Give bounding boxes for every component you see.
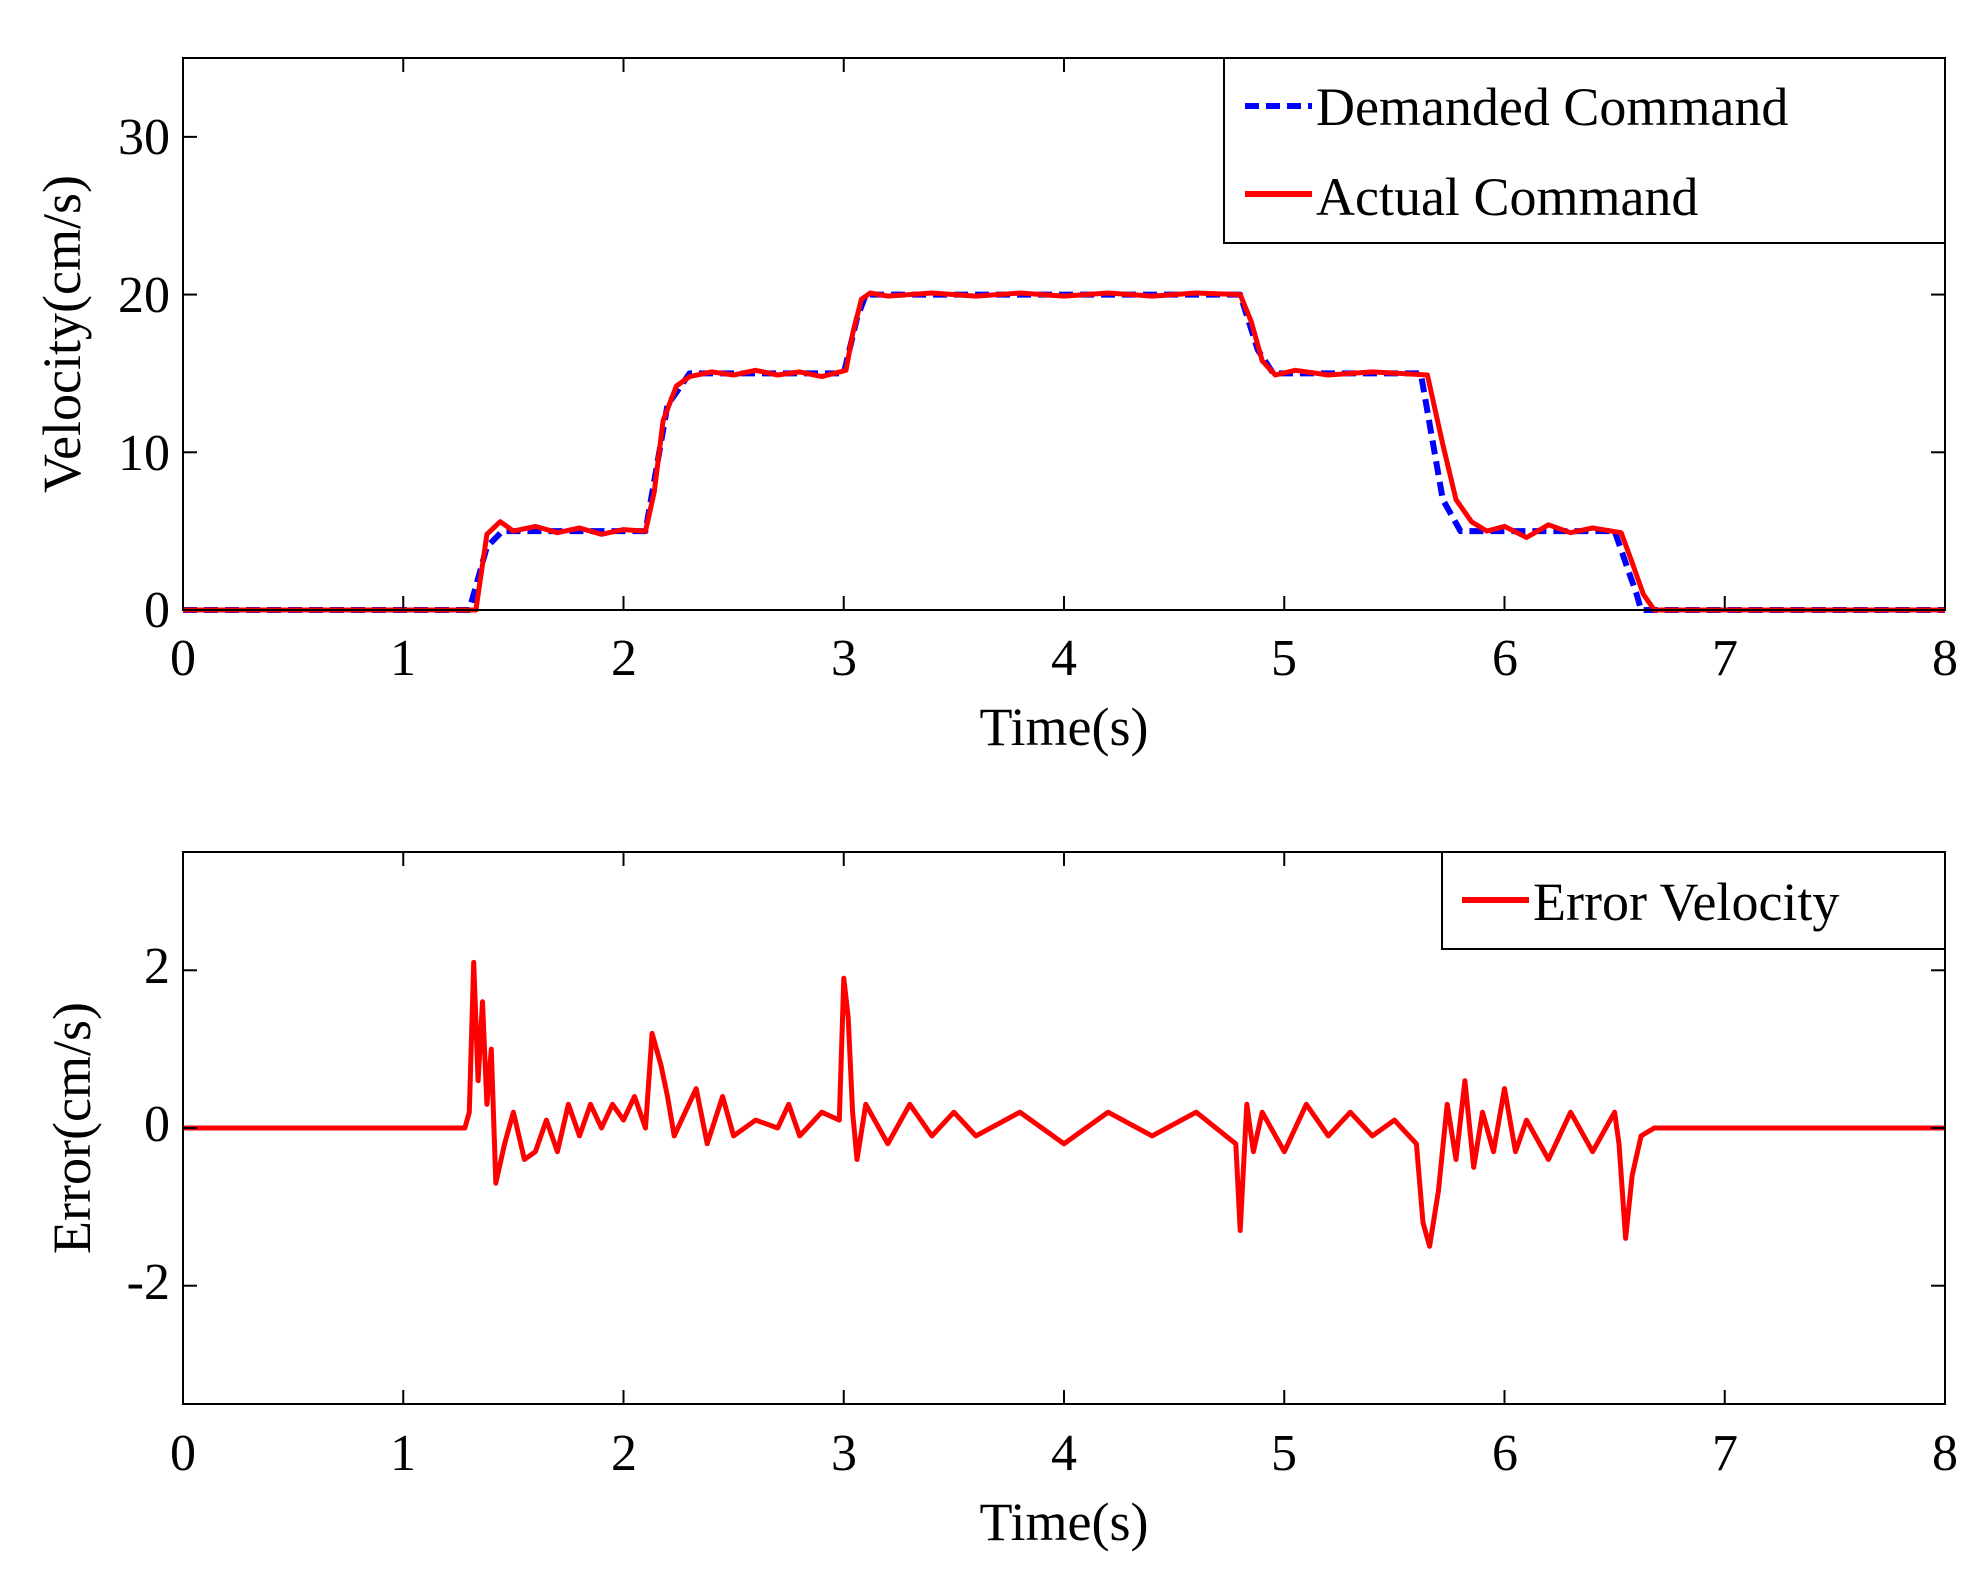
error-xtick-label-3: 3	[831, 1425, 857, 1482]
velocity-xtick-label-1: 1	[390, 630, 416, 687]
velocity-xtick-label-5: 5	[1271, 630, 1297, 687]
velocity-xtick-label-7: 7	[1712, 630, 1738, 687]
velocity-xtick-label-6: 6	[1492, 630, 1518, 687]
velocity-ytick-label-0: 0	[144, 582, 170, 639]
velocity-xtick-label-8: 8	[1932, 630, 1958, 687]
velocity-xtick-label-3: 3	[831, 630, 857, 687]
error-legend: Error Velocity	[1441, 851, 1946, 950]
velocity-legend: Demanded Command Actual Command	[1223, 57, 1946, 244]
error-xtick-label-5: 5	[1271, 1425, 1297, 1482]
error-series-error-velocity-line	[183, 959, 1945, 1249]
legend-demanded-label: Demanded Command	[1316, 77, 1788, 137]
error-panel: 0 1 2 3 4 5 6 7 8 -2 0 2 Time(s) Error(c…	[42, 851, 1958, 1552]
velocity-series-group	[183, 290, 1945, 613]
velocity-legend-box	[1223, 57, 1946, 244]
velocity-ytick-label-30: 30	[118, 109, 170, 166]
velocity-xlabel: Time(s)	[979, 697, 1148, 757]
error-series-group	[183, 959, 1945, 1249]
error-xtick-label-7: 7	[1712, 1425, 1738, 1482]
error-xtick-label-2: 2	[611, 1425, 637, 1482]
velocity-ytick-label-20: 20	[118, 267, 170, 324]
error-ytick-label-2: 2	[144, 938, 170, 995]
error-xtick-label-1: 1	[390, 1425, 416, 1482]
legend-error-label: Error Velocity	[1533, 872, 1839, 932]
error-ylabel: Error(cm/s)	[42, 1002, 102, 1254]
velocity-xtick-label-4: 4	[1051, 630, 1077, 687]
error-xtick-label-6: 6	[1492, 1425, 1518, 1482]
velocity-ylabel: Velocity(cm/s)	[32, 175, 92, 493]
velocity-xtick-label-2: 2	[611, 630, 637, 687]
error-xtick-label-0: 0	[170, 1425, 196, 1482]
velocity-series-demanded-command-line	[183, 291, 1945, 613]
error-xlabel: Time(s)	[979, 1492, 1148, 1552]
velocity-panel: 0 1 2 3 4 5 6 7 8 0 10 20 30 Time(s) Vel…	[32, 57, 1958, 757]
error-xtick-label-8: 8	[1932, 1425, 1958, 1482]
velocity-series-actual-command-line	[183, 290, 1945, 613]
velocity-ytick-label-10: 10	[118, 425, 170, 482]
legend-actual-label: Actual Command	[1316, 167, 1698, 227]
velocity-xtick-label-0: 0	[170, 630, 196, 687]
error-xtick-label-4: 4	[1051, 1425, 1077, 1482]
error-ytick-label-0: 0	[144, 1096, 170, 1153]
error-ytick-label-neg2: -2	[127, 1254, 170, 1311]
